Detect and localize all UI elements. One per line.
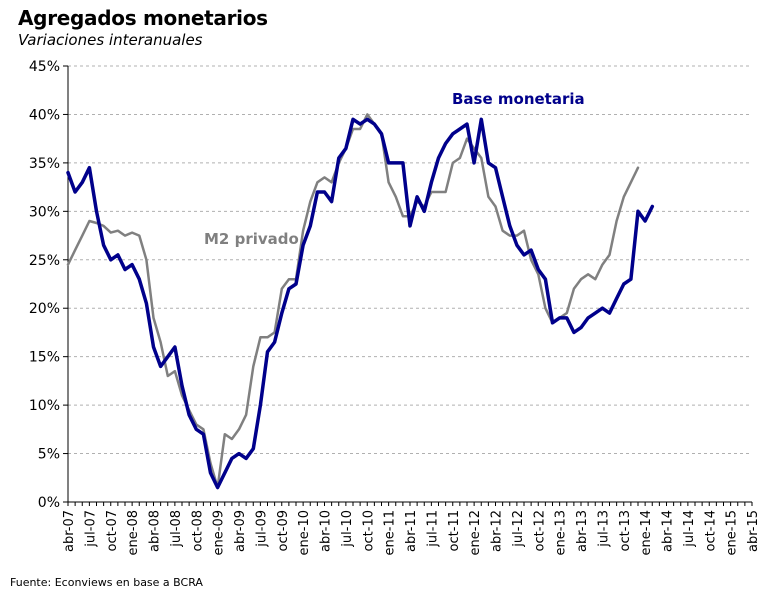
x-tick-label: abr-09 [233, 510, 248, 552]
y-tick-label: 10% [29, 398, 60, 414]
y-tick-label: 35% [29, 156, 60, 172]
x-tick-label: oct-10 [361, 510, 376, 551]
y-axis-ticks: 0% 5% 10% 15% 20% 25% 30% 35% 40% 45% [29, 59, 68, 511]
y-tick-label: 30% [29, 204, 60, 220]
series-label-m2-privado: M2 privado [204, 230, 299, 248]
series-labels: Base monetaria M2 privado [204, 90, 585, 248]
chart-title: Agregados monetarios [18, 6, 268, 30]
chart-subtitle: Variaciones interanuales [18, 31, 203, 49]
x-tick-label: jul-11 [425, 510, 440, 548]
x-tick-label: jul-10 [340, 510, 355, 548]
series-label-base-monetaria: Base monetaria [452, 90, 585, 108]
series-line-m2-privado [66, 113, 640, 489]
x-tick-label: abr-07 [62, 510, 77, 552]
x-tick-label: abr-11 [404, 510, 419, 552]
x-tick-label: ene-15 [725, 510, 740, 555]
x-tick-label: oct-11 [447, 510, 462, 551]
x-tick-label: oct-07 [105, 510, 120, 551]
x-tick-label: oct-12 [532, 510, 547, 551]
x-tick-label: ene-13 [554, 510, 569, 555]
x-tick-label: ene-09 [212, 510, 227, 555]
x-tick-label: jul-13 [596, 510, 611, 548]
x-tick-label: jul-09 [254, 510, 269, 548]
x-tick-label: ene-08 [126, 510, 141, 555]
x-tick-label: jul-14 [682, 510, 697, 548]
x-tick-label: ene-11 [383, 510, 398, 555]
y-tick-label: 15% [29, 350, 60, 366]
series-lines [66, 113, 655, 490]
x-tick-label: abr-12 [490, 510, 505, 552]
x-tick-label: abr-15 [746, 510, 761, 552]
x-tick-label: oct-14 [703, 510, 718, 551]
y-tick-label: 0% [38, 495, 60, 511]
x-tick-label: abr-14 [661, 510, 676, 552]
y-tick-label: 45% [29, 59, 60, 75]
x-tick-label: jul-08 [169, 510, 184, 548]
x-tick-label: abr-13 [575, 510, 590, 552]
source-note: Fuente: Econviews en base a BCRA [10, 576, 203, 589]
x-tick-label: ene-10 [297, 510, 312, 555]
gridlines [68, 65, 752, 455]
x-tick-label: abr-08 [148, 510, 163, 552]
x-tick-label: oct-09 [276, 510, 291, 551]
x-tick-label: oct-13 [618, 510, 633, 551]
x-tick-label: oct-08 [190, 510, 205, 551]
x-axis-ticks: abr-07 jul-07 oct-07 ene-08 abr-08 jul-08 oct-… [62, 502, 761, 555]
y-tick-label: 5% [38, 447, 60, 463]
x-tick-label: jul-07 [83, 510, 98, 548]
x-tick-label: ene-14 [639, 510, 654, 555]
x-tick-label: jul-12 [511, 510, 526, 548]
y-tick-label: 40% [29, 107, 60, 123]
x-tick-label: abr-10 [319, 510, 334, 552]
x-tick-label: ene-12 [468, 510, 483, 555]
y-tick-label: 25% [29, 253, 60, 269]
y-tick-label: 20% [29, 301, 60, 317]
series-line-base-monetaria [66, 117, 655, 490]
axes [67, 66, 752, 503]
